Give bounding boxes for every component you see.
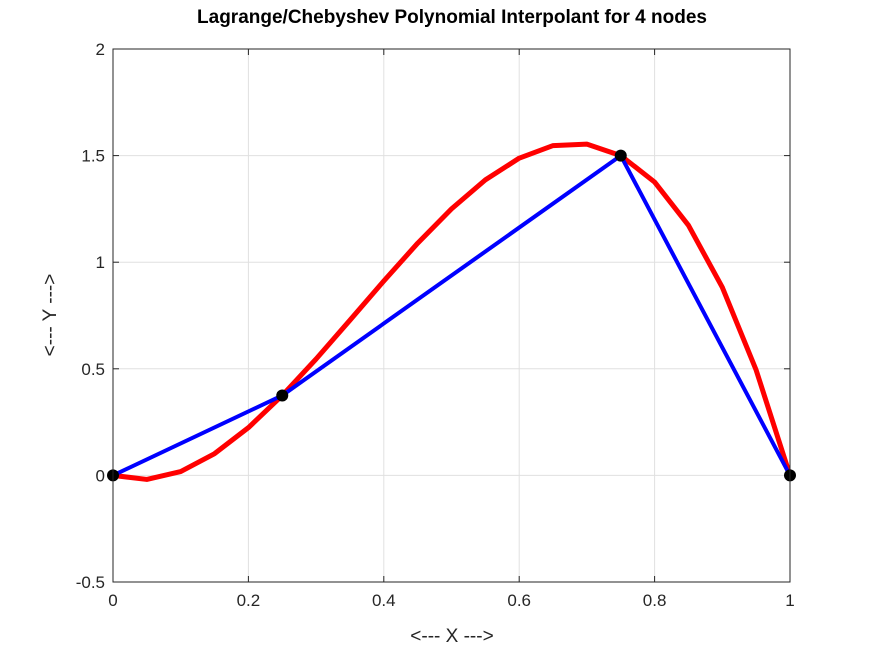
y-tick-label: 0 bbox=[96, 466, 105, 485]
x-tick-label: 0.6 bbox=[507, 591, 531, 610]
x-tick-label: 0.8 bbox=[643, 591, 667, 610]
node-point bbox=[614, 149, 627, 162]
y-tick-label: 1 bbox=[96, 253, 105, 272]
y-axis-label: <--- Y ---> bbox=[40, 274, 61, 357]
chart-title: Lagrange/Chebyshev Polynomial Interpolan… bbox=[197, 7, 707, 28]
y-tick-label: 0.5 bbox=[81, 360, 105, 379]
y-tick-label: 2 bbox=[96, 40, 105, 59]
series bbox=[107, 141, 796, 482]
x-tick-label: 0.4 bbox=[372, 591, 396, 610]
x-tick-label: 0 bbox=[108, 591, 117, 610]
interpolant-line bbox=[112, 141, 793, 482]
axes-box bbox=[112, 48, 791, 583]
x-axis-label: <--- X ---> bbox=[410, 626, 493, 647]
x-tick-label: 1 bbox=[785, 591, 794, 610]
node-point bbox=[276, 389, 289, 402]
y-tick-label: -0.5 bbox=[76, 573, 105, 592]
piecewise-linear-line bbox=[112, 153, 792, 478]
y-tick-label: 1.5 bbox=[81, 147, 105, 166]
grid bbox=[112, 48, 791, 583]
ticks: 0 0.2 0.4 0.6 0.8 1-0.500.511.52 bbox=[76, 40, 795, 610]
x-tick-label: 0.2 bbox=[237, 591, 261, 610]
